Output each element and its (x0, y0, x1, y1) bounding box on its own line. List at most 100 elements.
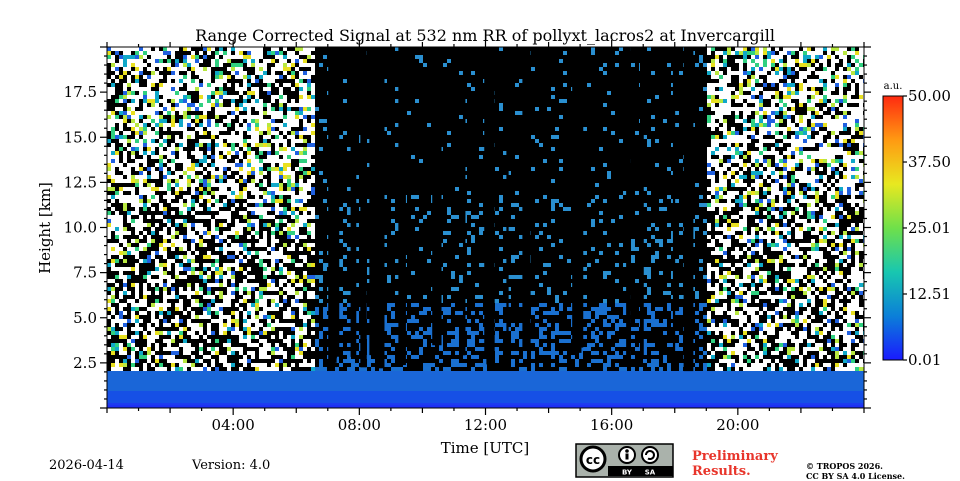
heatmap-cell (207, 147, 211, 151)
heatmap-cell (507, 383, 511, 387)
heatmap-cell (311, 91, 315, 95)
heatmap-cell (387, 343, 391, 347)
heatmap-cell (447, 395, 451, 399)
heatmap-cell (479, 403, 483, 407)
heatmap-cell (151, 303, 155, 307)
heatmap-cell (411, 195, 415, 199)
heatmap-cell (647, 327, 651, 331)
heatmap-cell (195, 79, 199, 83)
heatmap-cell (239, 67, 243, 71)
heatmap-cell (411, 379, 415, 383)
heatmap-cell (455, 187, 459, 191)
heatmap-cell (495, 335, 499, 339)
heatmap-cell (479, 327, 483, 331)
heatmap-cell (183, 103, 187, 107)
heatmap-cell (223, 299, 227, 303)
heatmap-cell (647, 287, 651, 291)
heatmap-cell (267, 151, 271, 155)
heatmap-cell (171, 71, 175, 75)
heatmap-cell (183, 211, 187, 215)
heatmap-cell (223, 391, 227, 395)
heatmap-cell (455, 375, 459, 379)
heatmap-cell (387, 375, 391, 379)
heatmap-cell (275, 271, 279, 275)
heatmap-cell (135, 147, 139, 151)
heatmap-cell (279, 247, 283, 251)
heatmap-cell (499, 291, 503, 295)
heatmap-cell (495, 331, 499, 335)
heatmap-cell (375, 387, 379, 391)
heatmap-cell (515, 395, 519, 399)
heatmap-cell (271, 371, 275, 375)
heatmap-cell (311, 359, 315, 363)
heatmap-cell (187, 75, 191, 79)
heatmap-cell (311, 63, 315, 67)
heatmap-cell (531, 399, 535, 403)
heatmap-cell (107, 175, 111, 179)
heatmap-cell (219, 71, 223, 75)
heatmap-cell (223, 91, 227, 95)
heatmap-cell (227, 55, 231, 59)
heatmap-cell (267, 223, 271, 227)
heatmap-cell (279, 191, 283, 195)
heatmap-cell (283, 167, 287, 171)
heatmap-cell (255, 179, 259, 183)
heatmap-cell (115, 219, 119, 223)
heatmap-cell (107, 215, 111, 219)
heatmap-cell (335, 391, 339, 395)
heatmap-cell (167, 187, 171, 191)
heatmap-cell (475, 391, 479, 395)
heatmap-cell (215, 383, 219, 387)
heatmap-cell (303, 287, 307, 291)
heatmap-cell (183, 339, 187, 343)
heatmap-cell (119, 135, 123, 139)
heatmap-cell (287, 283, 291, 287)
heatmap-cell (323, 199, 327, 203)
heatmap-cell (575, 391, 579, 395)
heatmap-cell (159, 279, 163, 283)
heatmap-cell (263, 347, 267, 351)
heatmap-cell (583, 127, 587, 131)
heatmap-cell (147, 355, 151, 359)
heatmap-cell (411, 215, 415, 219)
heatmap-cell (303, 211, 307, 215)
heatmap-cell (131, 315, 135, 319)
heatmap-cell (395, 275, 399, 279)
heatmap-cell (271, 75, 275, 79)
heatmap-cell (211, 363, 215, 367)
heatmap-cell (147, 255, 151, 259)
heatmap-cell (551, 95, 555, 99)
heatmap-cell (187, 119, 191, 123)
heatmap-cell (191, 191, 195, 195)
heatmap-cell (507, 227, 511, 231)
heatmap-cell (603, 299, 607, 303)
heatmap-cell (175, 387, 179, 391)
heatmap-cell (651, 403, 655, 407)
heatmap-cell (391, 335, 395, 339)
heatmap-cell (531, 383, 535, 387)
heatmap-cell (271, 403, 275, 407)
heatmap-cell (323, 399, 327, 403)
heatmap-cell (107, 79, 111, 83)
heatmap-cell (515, 351, 519, 355)
heatmap-cell (167, 303, 171, 307)
heatmap-cell (131, 371, 135, 375)
heatmap-cell (387, 331, 391, 335)
heatmap-cell (343, 203, 347, 207)
heatmap-cell (263, 147, 267, 151)
heatmap-cell (371, 371, 375, 375)
heatmap-cell (451, 343, 455, 347)
heatmap-cell (111, 155, 115, 159)
heatmap-cell (607, 315, 611, 319)
heatmap-cell (547, 399, 551, 403)
heatmap-cell (367, 395, 371, 399)
heatmap-cell (355, 319, 359, 323)
heatmap-cell (359, 387, 363, 391)
heatmap-cell (163, 255, 167, 259)
heatmap-cell (155, 51, 159, 55)
heatmap-cell (539, 403, 543, 407)
heatmap-cell (427, 375, 431, 379)
heatmap-cell (127, 231, 131, 235)
heatmap-cell (463, 391, 467, 395)
heatmap-cell (275, 319, 279, 323)
